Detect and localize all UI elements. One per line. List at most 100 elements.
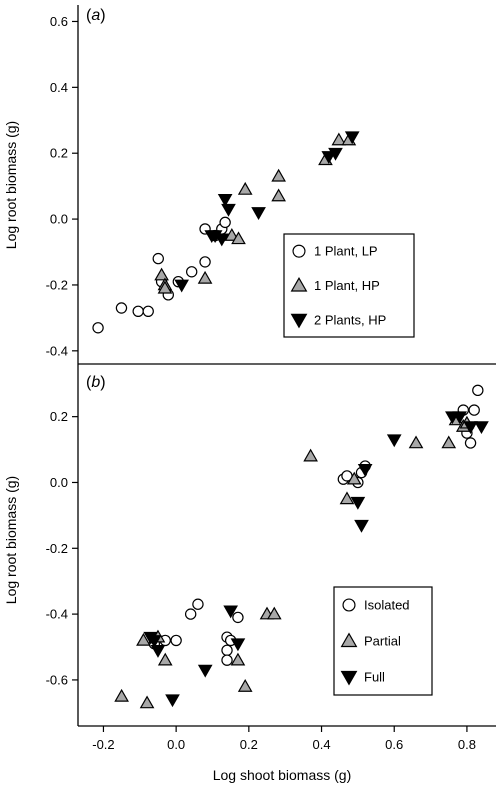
data-point [346, 471, 362, 485]
data-point [174, 279, 189, 293]
legend-label: Partial [364, 634, 401, 649]
data-point [192, 598, 204, 610]
legend-label: Isolated [364, 598, 410, 613]
x-tick-label: 0.0 [167, 737, 185, 752]
panel-b: -0.6 -0.4 -0.2 0.0 0.2 -0.2 0.0 0.2 0.4 0.6 0.8 Log… [3, 364, 496, 783]
data-point [184, 608, 197, 620]
legend-label: 2 Plants, HP [314, 312, 386, 327]
legend-marker [290, 276, 308, 292]
data-point [386, 434, 402, 448]
data-point [150, 644, 166, 658]
x-axis-label: Log shoot biomass (g) [213, 767, 352, 783]
data-point [224, 228, 240, 241]
y-tick-label: -0.4 [46, 343, 68, 358]
data-point [217, 193, 233, 207]
data-point [157, 652, 173, 666]
y-tick-label: 0.0 [50, 475, 68, 490]
data-point [152, 252, 164, 265]
legend-label: 1 Plant, LP [314, 244, 378, 259]
data-point [408, 435, 424, 449]
y-tick-label: -0.4 [46, 607, 68, 622]
data-point [136, 632, 151, 646]
data-point [441, 435, 457, 449]
data-point [463, 421, 478, 435]
data-point [344, 131, 360, 145]
data-point [266, 606, 282, 620]
series-1-plant-lp [92, 216, 231, 334]
data-point [214, 233, 230, 247]
data-point [221, 654, 233, 666]
data-point [354, 519, 369, 533]
y-tick-label: 0.2 [50, 146, 68, 161]
legend-marker [342, 598, 356, 612]
y-tick-label: -0.2 [46, 277, 68, 292]
data-point [221, 644, 233, 657]
data-point [464, 437, 477, 449]
data-point [219, 216, 231, 229]
data-point [185, 266, 198, 278]
x-tick-label: 0.6 [385, 737, 403, 752]
data-point [303, 448, 318, 462]
data-point [197, 270, 213, 284]
legend-label: Full [364, 670, 385, 685]
x-tick-label: 0.8 [458, 737, 476, 752]
data-point [221, 203, 236, 217]
y-tick-label: 0.0 [50, 212, 68, 227]
y-tick-label: 0.6 [50, 14, 68, 29]
data-point [115, 302, 128, 314]
data-point [139, 695, 155, 709]
y-tick-label: -0.6 [46, 672, 68, 687]
data-point [197, 664, 213, 678]
data-point [230, 638, 246, 652]
data-point [472, 384, 484, 397]
data-point [474, 421, 489, 435]
data-point [237, 181, 253, 195]
data-point [165, 694, 180, 708]
y-tick-label: -0.2 [46, 541, 68, 556]
legend-label: 1 Plant, HP [314, 278, 380, 293]
data-point [231, 231, 246, 245]
legend-marker [340, 670, 358, 686]
x-tick-label: 0.4 [312, 737, 330, 752]
x-tick-label: -0.2 [92, 737, 114, 752]
data-point [452, 411, 467, 425]
data-point [271, 168, 286, 182]
data-point [92, 322, 104, 334]
y-tick-label: 0.4 [50, 80, 68, 95]
data-point [199, 256, 211, 268]
series-2-plants-hp [174, 131, 360, 293]
data-point [232, 611, 244, 624]
legend-marker [292, 244, 306, 258]
legend-marker [290, 313, 308, 329]
data-point [251, 207, 266, 221]
data-point [331, 132, 347, 146]
data-point [468, 404, 480, 416]
data-point [223, 605, 238, 619]
data-point [142, 305, 154, 318]
data-point [321, 151, 337, 165]
y-axis-label: Log root biomass (g) [3, 121, 19, 249]
data-point [357, 463, 373, 477]
data-point [154, 267, 169, 281]
y-axis-label: Log root biomass (g) [3, 476, 19, 604]
y-tick-label: 0.2 [50, 409, 68, 424]
data-point [271, 188, 286, 202]
data-point [146, 635, 162, 648]
panel-label: (a) [86, 7, 106, 24]
legend-box [283, 233, 415, 338]
data-point [170, 634, 182, 647]
series-partial [114, 412, 475, 709]
series-full [143, 411, 489, 708]
data-point [237, 678, 253, 692]
x-tick-label: 0.2 [240, 737, 258, 752]
data-point [230, 652, 246, 666]
data-point [132, 305, 144, 318]
panel-a: -0.4 -0.2 0.0 0.2 0.4 0.6 Log root biomass (g)… [3, 5, 415, 364]
data-point [328, 147, 343, 161]
data-point [350, 496, 366, 510]
legend-marker [340, 632, 358, 648]
data-point [339, 491, 355, 505]
data-point [157, 280, 173, 294]
panel-label: (b) [86, 374, 106, 391]
